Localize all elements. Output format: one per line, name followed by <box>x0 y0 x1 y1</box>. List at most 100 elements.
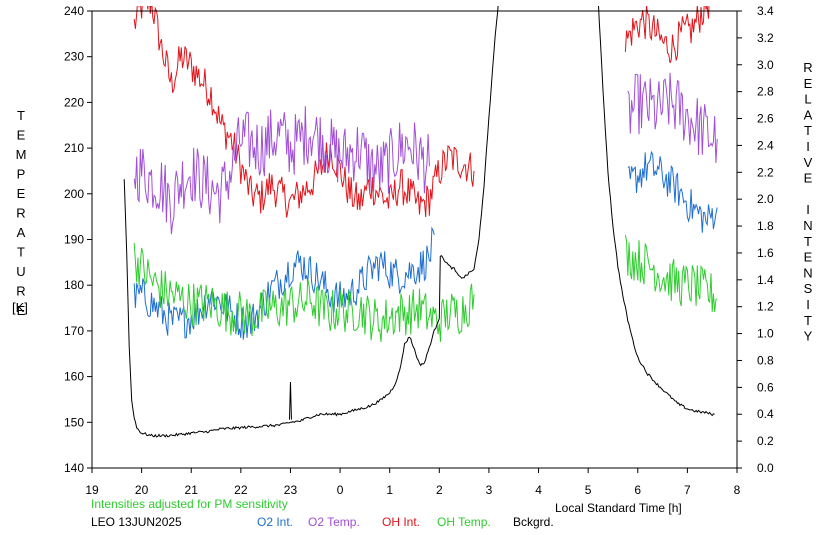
left-tick-label: 180 <box>64 278 84 292</box>
x-tick-label: 3 <box>486 483 493 497</box>
bckgrd-line <box>123 6 499 438</box>
o2_temp-line <box>133 106 430 235</box>
axis-title-letter: T <box>17 245 25 260</box>
oh_int-line <box>133 6 475 218</box>
axis-title-letter: E <box>17 186 26 201</box>
sensitivity-note: Intensities adjusted for PM sensitivity <box>91 497 288 511</box>
legend-entry: Bckgrd. <box>513 515 554 529</box>
right-tick-label: 1.8 <box>757 219 774 233</box>
axis-title-letter: T <box>804 313 812 328</box>
station-date-label: LEO 13JUN2025 <box>91 515 182 529</box>
left-tick-label: 170 <box>64 324 84 338</box>
right-tick-label: 2.8 <box>757 85 774 99</box>
left-tick-label: 210 <box>64 141 84 155</box>
right-tick-label: 0.0 <box>757 461 774 475</box>
x-tick-label: 21 <box>185 483 199 497</box>
right-tick-label: 3.4 <box>757 4 774 18</box>
left-axis-unit: [K] <box>12 300 28 315</box>
x-tick-label: 7 <box>684 483 691 497</box>
legend: O2 Int. O2 Temp. OH Int. OH Temp. Bckgrd. <box>257 515 554 529</box>
x-tick-label: 20 <box>135 483 149 497</box>
left-tick-label: 190 <box>64 233 84 247</box>
axis-title-letter: S <box>804 281 813 296</box>
x-tick-label: 0 <box>337 483 344 497</box>
axis-title-letter: N <box>803 218 812 233</box>
right-tick-label: 2.6 <box>757 112 774 126</box>
axis-title-letter: E <box>17 303 26 318</box>
axis-title-letter: L <box>804 92 811 107</box>
left-tick-label: 230 <box>64 50 84 64</box>
axis-title-letter: E <box>17 128 26 143</box>
right-tick-label: 0.8 <box>757 353 774 367</box>
axis-title-letter: T <box>17 108 25 123</box>
legend-entry: OH Temp. <box>437 515 491 529</box>
x-tick-label: 4 <box>535 483 542 497</box>
bckgrd-line <box>598 6 715 417</box>
axis-title-letter: U <box>16 264 25 279</box>
axis-title-letter: Y <box>804 329 813 344</box>
legend-entry: O2 Int. <box>257 515 293 529</box>
right-tick-label: 2.4 <box>757 138 774 152</box>
oh_temp-line <box>133 242 475 343</box>
left-tick-label: 150 <box>64 415 84 429</box>
right-tick-label: 1.0 <box>757 327 774 341</box>
left-tick-label: 220 <box>64 95 84 109</box>
right-tick-label: 1.6 <box>757 246 774 260</box>
left-tick-label: 160 <box>64 370 84 384</box>
axis-title-letter: R <box>16 284 25 299</box>
series-layer <box>123 6 718 438</box>
axis-title-letter: T <box>804 234 812 249</box>
oh_int-line <box>624 6 710 64</box>
x-axis-ticks: 19 20 21 22 23 0 1 2 3 4 5 6 7 8 <box>85 468 741 497</box>
bckgrd-spike <box>288 381 292 420</box>
oh_temp-line <box>624 235 718 313</box>
right-tick-label: 1.2 <box>757 300 774 314</box>
x-tick-label: 6 <box>634 483 641 497</box>
left-tick-label: 240 <box>64 4 84 18</box>
right-tick-label: 1.4 <box>757 273 774 287</box>
right-tick-label: 3.2 <box>757 31 774 45</box>
axis-title-letter: N <box>803 265 812 280</box>
right-tick-label: 0.6 <box>757 380 774 394</box>
x-tick-label: 19 <box>85 483 99 497</box>
x-tick-label: 8 <box>734 483 741 497</box>
axis-title-letter: I <box>806 297 810 312</box>
right-tick-label: 0.2 <box>757 434 774 448</box>
axis-title-letter: P <box>17 167 26 182</box>
x-axis-title: Local Standard Time [h] <box>555 501 682 515</box>
right-tick-label: 2.0 <box>757 192 774 206</box>
legend-entry: O2 Temp. <box>308 515 360 529</box>
o2_int-line <box>133 226 435 340</box>
axis-title-letter: R <box>16 206 25 221</box>
axis-title-letter: T <box>804 123 812 138</box>
axis-title-letter: I <box>806 202 810 217</box>
right-tick-label: 0.4 <box>757 407 774 421</box>
x-tick-label: 5 <box>585 483 592 497</box>
x-tick-label: 2 <box>436 483 443 497</box>
o2_int-line <box>627 150 718 233</box>
left-tick-label: 200 <box>64 187 84 201</box>
right-tick-label: 3.0 <box>757 58 774 72</box>
axis-title-letter: R <box>803 60 812 75</box>
axis-title-letter: E <box>804 171 813 186</box>
x-tick-label: 1 <box>386 483 393 497</box>
x-tick-label: 23 <box>284 483 298 497</box>
legend-entry: OH Int. <box>382 515 420 529</box>
axis-title-letter: V <box>804 155 813 170</box>
axis-title-letter: A <box>17 225 26 240</box>
right-tick-label: 2.2 <box>757 165 774 179</box>
axis-title-letter: E <box>804 250 813 265</box>
o2_temp-line <box>627 72 718 164</box>
axis-title-letter: E <box>804 76 813 91</box>
axis-title-letter: I <box>806 139 810 154</box>
x-tick-label: 22 <box>234 483 248 497</box>
left-tick-label: 140 <box>64 461 84 475</box>
axis-title-letter: A <box>804 107 813 122</box>
right-axis-ticks: 0.0 0.2 0.4 0.6 0.8 1.0 1.2 1.4 1.6 1.8 2.0 2.2 2.4 2… <box>737 4 774 475</box>
left-axis-ticks: 140 150 160 170 180 190 200 210 220 230 240 <box>64 4 92 475</box>
axis-title-letter: M <box>16 147 27 162</box>
